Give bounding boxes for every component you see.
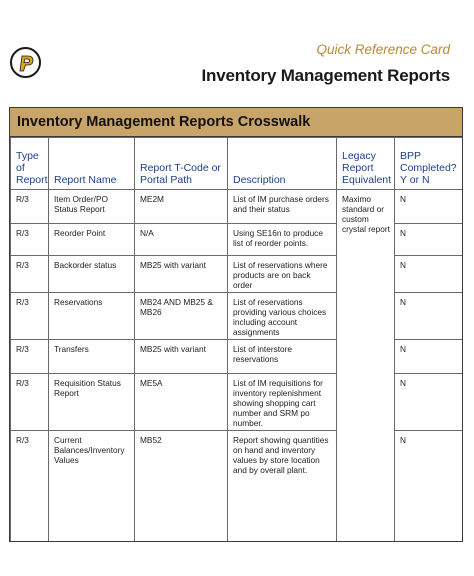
crosswalk-table: Type of Report Report Name Report T-Code… xyxy=(10,137,462,541)
table-row: R/3 Backorder status MB25 with variant L… xyxy=(10,255,462,293)
table-row: R/3 Current Balances/Inventory Values MB… xyxy=(10,430,462,541)
cell-name: Reservations xyxy=(48,292,135,340)
cell-name: Transfers xyxy=(48,339,135,374)
cell-tcode: MB25 with variant xyxy=(134,255,228,293)
cell-type: R/3 xyxy=(10,430,49,541)
column-header-legacy: Legacy Report Equivalent xyxy=(336,137,395,190)
cell-completed: N xyxy=(394,373,462,431)
brand-logo-mark xyxy=(19,55,33,71)
cell-description: List of reservations providing various c… xyxy=(227,292,337,340)
cell-type: R/3 xyxy=(10,255,49,293)
cell-type: R/3 xyxy=(10,292,49,340)
cell-completed: N xyxy=(394,292,462,340)
cell-description: List of reservations where products are … xyxy=(227,255,337,293)
crosswalk-document: Inventory Management Reports Crosswalk T… xyxy=(9,107,463,542)
brand-logo-icon xyxy=(10,47,41,78)
cell-tcode: N/A xyxy=(134,223,228,256)
column-header-tcode: Report T-Code or Portal Path xyxy=(134,137,228,190)
crosswalk-title: Inventory Management Reports Crosswalk xyxy=(10,108,462,137)
table-row: R/3 Reservations MB24 AND MB25 & MB26 Li… xyxy=(10,292,462,340)
column-header-completed: BPP Completed? Y or N xyxy=(394,137,462,190)
table-row: R/3 Item Order/PO Status Report ME2M Lis… xyxy=(10,189,462,541)
cell-description: List of interstore reservations xyxy=(227,339,337,374)
cell-description: Using SE16n to produce list of reorder p… xyxy=(227,223,337,256)
table-row: R/3 Transfers MB25 with variant List of … xyxy=(10,339,462,374)
cell-name: Item Order/PO Status Report xyxy=(48,189,135,224)
cell-tcode: MB25 with variant xyxy=(134,339,228,374)
cell-completed: N xyxy=(394,339,462,374)
cell-completed: N xyxy=(394,430,462,541)
cell-completed: N xyxy=(394,189,462,224)
column-header-type: Type of Report xyxy=(10,137,49,190)
column-header-name: Report Name xyxy=(48,137,135,190)
cell-type: R/3 xyxy=(10,223,49,256)
cell-tcode: ME5A xyxy=(134,373,228,431)
cell-completed: N xyxy=(394,223,462,256)
cell-type: R/3 xyxy=(10,189,49,224)
column-header-description: Description xyxy=(227,137,337,190)
cell-tcode: ME2M xyxy=(134,189,228,224)
cell-type: R/3 xyxy=(10,373,49,431)
cell-legacy-equivalent: Maximo standard or custom crystal report xyxy=(336,189,395,541)
cell-description: List of IM requisitions for inventory re… xyxy=(227,373,337,431)
header-subtitle: Quick Reference Card xyxy=(316,42,450,57)
table-row: R/3 Requisition Status Report ME5A List … xyxy=(10,373,462,431)
cell-tcode: MB52 xyxy=(134,430,228,541)
cell-name: Backorder status xyxy=(48,255,135,293)
cell-type: R/3 xyxy=(10,339,49,374)
table-row: R/3 Reorder Point N/A Using SE16n to pro… xyxy=(10,223,462,256)
header-title: Inventory Management Reports xyxy=(201,66,450,85)
cell-tcode: MB24 AND MB25 & MB26 xyxy=(134,292,228,340)
cell-name: Requisition Status Report xyxy=(48,373,135,431)
cell-name: Current Balances/Inventory Values xyxy=(48,430,135,541)
cell-completed: N xyxy=(394,255,462,293)
cell-description: List of IM purchase orders and their sta… xyxy=(227,189,337,224)
table-header-row: Type of Report Report Name Report T-Code… xyxy=(10,137,462,190)
cell-name: Reorder Point xyxy=(48,223,135,256)
cell-description: Report showing quantities on hand and in… xyxy=(227,430,337,541)
